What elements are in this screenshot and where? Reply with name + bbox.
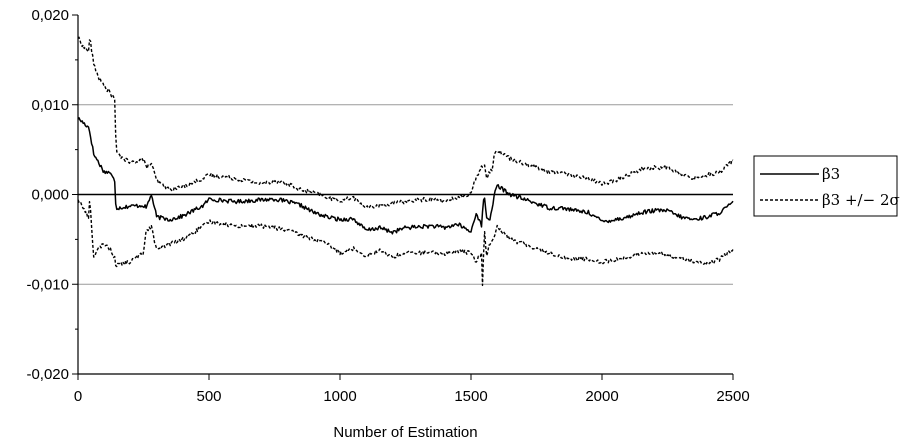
x-tick-label-1: 500 — [196, 388, 221, 405]
legend-box — [753, 155, 898, 217]
y-tick-label-3: 0,010 — [31, 97, 69, 114]
x-axis-title: Number of Estimation — [333, 424, 477, 441]
legend-label-0: β3 — [822, 165, 840, 183]
y-tick-label-1: -0,010 — [26, 276, 69, 293]
series-beta3 — [77, 117, 734, 235]
y-tick-label-2: 0,000 — [31, 187, 69, 204]
x-tick-label-0: 0 — [74, 388, 82, 405]
x-tick-label-2: 1000 — [323, 388, 356, 405]
x-tick-labels: 0 500 1000 1500 2000 2500 — [74, 388, 750, 405]
y-tick-label-4: 0,020 — [31, 7, 69, 24]
x-tick-label-3: 1500 — [454, 388, 487, 405]
series-layer — [77, 36, 734, 287]
legend-label-1: β3 +/− 2σ — [822, 191, 900, 209]
x-tick-label-5: 2500 — [716, 388, 749, 405]
y-tick-labels: -0,020 -0,010 0,000 0,010 0,020 — [26, 7, 69, 383]
axes — [72, 14, 734, 380]
series-band-upper — [77, 36, 734, 209]
legend: β3 β3 +/− 2σ — [753, 155, 900, 217]
gridlines — [78, 104, 733, 285]
y-tick-label-0: -0,020 — [26, 366, 69, 383]
series-band-lower — [77, 199, 734, 287]
x-tick-label-4: 2000 — [585, 388, 618, 405]
